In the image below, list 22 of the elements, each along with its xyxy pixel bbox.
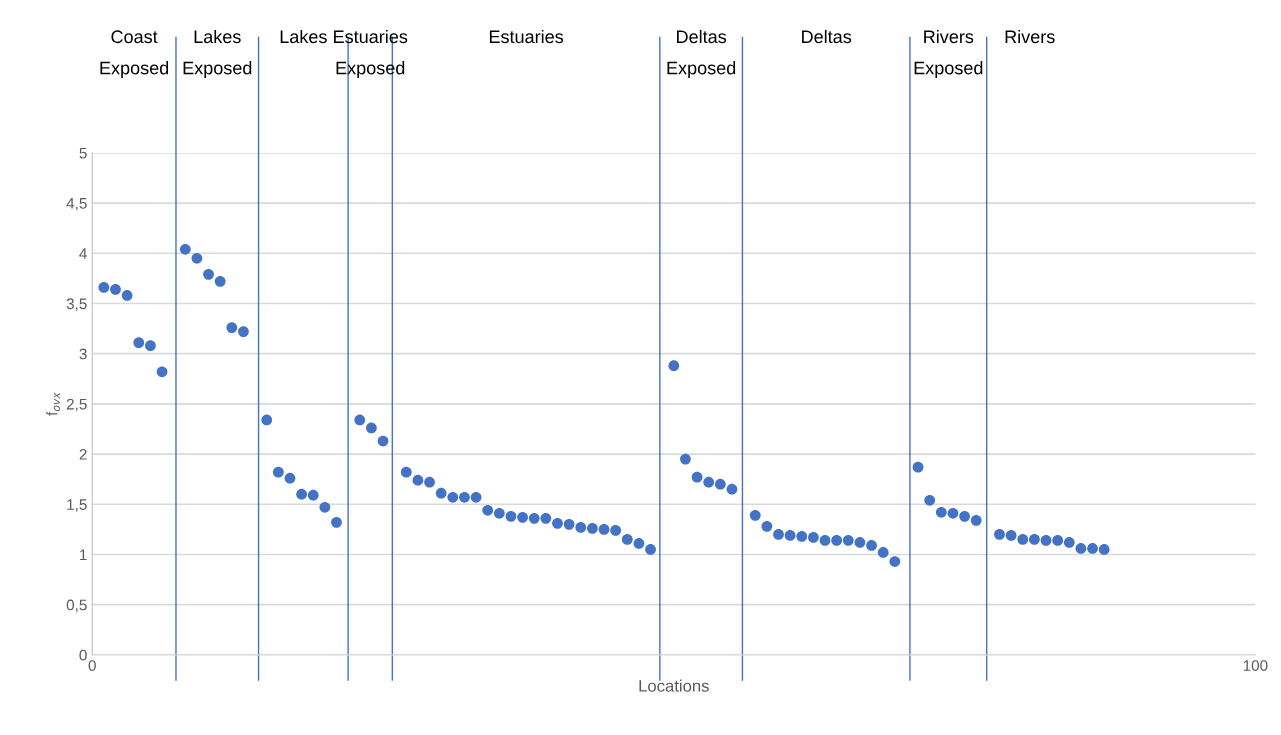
text: Rivers bbox=[1005, 29, 1055, 44]
y-tick-label: 4,5 bbox=[66, 198, 87, 211]
y-tick-label: 3 bbox=[79, 348, 87, 360]
y-tick-label: 2,5 bbox=[66, 398, 87, 412]
y-tick-label: 3,5 bbox=[66, 298, 87, 311]
text: Rivers Exposed bbox=[914, 29, 983, 78]
y-tick-label: 0 bbox=[79, 649, 87, 661]
y-tick-label: 2 bbox=[79, 448, 87, 460]
y-axis-title: f$_{ovx}$ bbox=[46, 392, 60, 416]
text: Deltas Exposed bbox=[667, 29, 736, 78]
text: Estuaries bbox=[489, 29, 564, 44]
text: Lakes Exposed bbox=[183, 29, 252, 78]
y-tick-label: 1 bbox=[80, 549, 87, 561]
text: Lakes bbox=[280, 29, 327, 44]
x-axis-title: Locations bbox=[639, 679, 709, 692]
y-tick-label: 0,5 bbox=[66, 599, 87, 613]
y-tick-label: 1,5 bbox=[67, 499, 87, 512]
text: Deltas bbox=[802, 29, 852, 44]
y-tick-label: 4 bbox=[79, 248, 87, 259]
text: Coast Exposed bbox=[100, 30, 169, 78]
x-tick-label: 100 bbox=[1243, 660, 1268, 671]
y-tick-label: 5 bbox=[79, 147, 87, 159]
